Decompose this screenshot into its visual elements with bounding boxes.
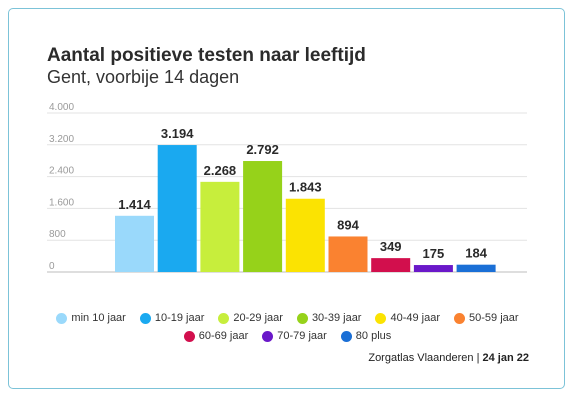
source-credit: Zorgatlas Vlaanderen | 24 jan 22 (368, 352, 529, 364)
legend-item[interactable]: 20-29 jaar (218, 312, 283, 324)
legend-swatch (218, 312, 230, 324)
legend-item[interactable]: 40-49 jaar (375, 312, 440, 324)
bar-20-29-jaar[interactable] (200, 181, 240, 272)
bar-50-59-jaar[interactable] (328, 236, 368, 272)
source-separator: | (473, 352, 483, 364)
chart-title: Aantal positieve testen naar leeftijd (47, 45, 366, 66)
bar-value-label: 1.843 (289, 180, 322, 195)
legend-item[interactable]: 60-69 jaar (183, 330, 249, 342)
legend-item[interactable]: 80 plus (340, 330, 392, 342)
bar-value-label: 2.792 (246, 142, 279, 157)
chart-card (8, 8, 565, 389)
legend-label: 50-59 jaar (469, 312, 519, 324)
legend-item[interactable]: 50-59 jaar (454, 312, 519, 324)
source-date: 24 jan 22 (482, 352, 529, 364)
legend-swatch (296, 312, 308, 324)
chart-subtitle: Gent, voorbije 14 dagen (47, 67, 240, 87)
legend-swatch (340, 330, 352, 342)
legend-label: min 10 jaar (71, 312, 126, 324)
legend-label: 80 plus (355, 330, 392, 342)
y-tick-label: 800 (49, 229, 66, 240)
y-tick-label: 1.600 (49, 197, 74, 208)
legend-label: 60-69 jaar (198, 330, 249, 342)
source-name: Zorgatlas Vlaanderen (368, 352, 474, 364)
bar-value-label: 894 (337, 217, 359, 232)
legend-swatch (454, 312, 466, 324)
y-tick-label: 0 (49, 261, 55, 272)
legend-row: min 10 jaar 10-19 jaar 20-29 jaar 30-39 jaa… (0, 312, 575, 324)
legend-label: 20-29 jaar (233, 312, 283, 324)
bar-value-label: 184 (465, 246, 487, 261)
legend-item[interactable]: 30-39 jaar (296, 312, 362, 324)
legend-swatch (375, 312, 387, 324)
bar-value-label: 1.414 (118, 197, 151, 212)
legend-label: 10-19 jaar (154, 312, 205, 324)
y-tick-label: 4.000 (49, 102, 74, 113)
bar-min-10-jaar[interactable] (115, 215, 154, 272)
legend-swatch (262, 330, 274, 342)
bar-10-19-jaar[interactable] (157, 145, 197, 272)
bar-40-49-jaar[interactable] (285, 198, 325, 272)
legend-swatch (183, 330, 195, 342)
bar-80-plus[interactable] (456, 264, 496, 272)
legend-label: 40-49 jaar (390, 312, 441, 324)
chart-legend: min 10 jaar 10-19 jaar 20-29 jaar 30-39 jaa… (0, 312, 575, 348)
bar-value-label: 3.194 (161, 126, 194, 141)
bar-value-label: 175 (423, 246, 445, 261)
y-tick-label: 3.200 (49, 134, 74, 145)
bar-70-79-jaar[interactable] (413, 265, 453, 272)
bar-value-label: 2.268 (204, 163, 237, 178)
legend-label: 70-79 jaar (277, 330, 327, 342)
legend-swatch (139, 312, 151, 324)
bar-30-39-jaar[interactable] (243, 161, 283, 272)
bar-60-69-jaar[interactable] (371, 258, 411, 272)
legend-item[interactable]: min 10 jaar (56, 312, 126, 324)
legend-item[interactable]: 70-79 jaar (262, 330, 327, 342)
y-tick-label: 2.400 (49, 166, 74, 177)
legend-swatch (56, 312, 68, 324)
legend-row: 60-69 jaar 70-79 jaar 80 plus (0, 330, 575, 342)
legend-label: 30-39 jaar (311, 312, 362, 324)
legend-item[interactable]: 10-19 jaar (139, 312, 205, 324)
bar-value-label: 349 (380, 239, 402, 254)
